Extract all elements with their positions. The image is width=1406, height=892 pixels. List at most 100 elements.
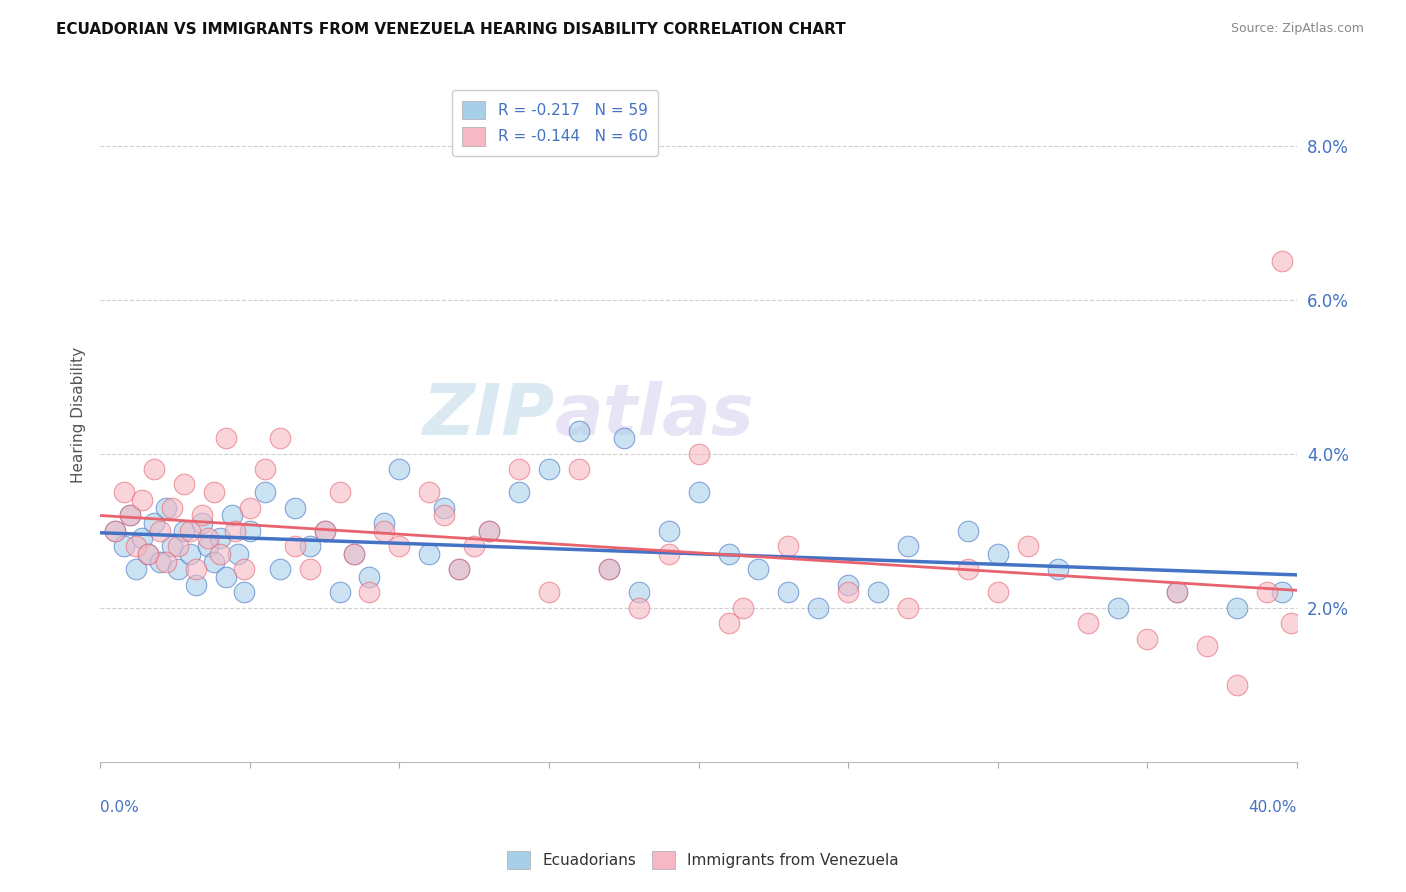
Point bbox=[149, 524, 172, 538]
Point bbox=[143, 462, 166, 476]
Point bbox=[284, 500, 307, 515]
Point bbox=[897, 600, 920, 615]
Point bbox=[433, 500, 456, 515]
Point bbox=[167, 539, 190, 553]
Point bbox=[131, 492, 153, 507]
Point bbox=[118, 508, 141, 523]
Point bbox=[627, 600, 650, 615]
Point bbox=[433, 508, 456, 523]
Point bbox=[388, 539, 411, 553]
Point bbox=[537, 585, 560, 599]
Point bbox=[232, 585, 254, 599]
Point bbox=[131, 532, 153, 546]
Point bbox=[173, 477, 195, 491]
Point bbox=[208, 532, 231, 546]
Point bbox=[239, 500, 262, 515]
Point bbox=[778, 539, 800, 553]
Point bbox=[173, 524, 195, 538]
Point bbox=[598, 562, 620, 576]
Y-axis label: Hearing Disability: Hearing Disability bbox=[72, 347, 86, 483]
Point bbox=[418, 485, 440, 500]
Point bbox=[1166, 585, 1188, 599]
Text: ECUADORIAN VS IMMIGRANTS FROM VENEZUELA HEARING DISABILITY CORRELATION CHART: ECUADORIAN VS IMMIGRANTS FROM VENEZUELA … bbox=[56, 22, 846, 37]
Point bbox=[1136, 632, 1159, 646]
Point bbox=[215, 431, 238, 445]
Point bbox=[478, 524, 501, 538]
Point bbox=[598, 562, 620, 576]
Point bbox=[1046, 562, 1069, 576]
Point bbox=[343, 547, 366, 561]
Point bbox=[202, 485, 225, 500]
Point bbox=[155, 500, 177, 515]
Point bbox=[733, 600, 755, 615]
Point bbox=[1107, 600, 1129, 615]
Point bbox=[717, 616, 740, 631]
Text: Source: ZipAtlas.com: Source: ZipAtlas.com bbox=[1230, 22, 1364, 36]
Point bbox=[184, 577, 207, 591]
Point bbox=[463, 539, 485, 553]
Point bbox=[343, 547, 366, 561]
Point bbox=[184, 562, 207, 576]
Point bbox=[373, 524, 395, 538]
Point bbox=[1271, 585, 1294, 599]
Point bbox=[118, 508, 141, 523]
Point bbox=[167, 562, 190, 576]
Text: 0.0%: 0.0% bbox=[100, 800, 139, 815]
Point bbox=[1279, 616, 1302, 631]
Point bbox=[1166, 585, 1188, 599]
Point bbox=[215, 570, 238, 584]
Point bbox=[269, 562, 291, 576]
Point bbox=[179, 547, 201, 561]
Point bbox=[747, 562, 769, 576]
Point bbox=[418, 547, 440, 561]
Point bbox=[136, 547, 159, 561]
Point bbox=[253, 485, 276, 500]
Point bbox=[658, 547, 681, 561]
Point bbox=[221, 508, 243, 523]
Point bbox=[627, 585, 650, 599]
Point bbox=[373, 516, 395, 530]
Point bbox=[269, 431, 291, 445]
Text: atlas: atlas bbox=[555, 381, 755, 450]
Point bbox=[449, 562, 471, 576]
Point bbox=[328, 485, 350, 500]
Point bbox=[508, 485, 530, 500]
Point bbox=[298, 539, 321, 553]
Point bbox=[191, 516, 214, 530]
Point bbox=[179, 524, 201, 538]
Legend: R = -0.217   N = 59, R = -0.144   N = 60: R = -0.217 N = 59, R = -0.144 N = 60 bbox=[451, 90, 658, 156]
Point bbox=[688, 485, 710, 500]
Point bbox=[155, 554, 177, 568]
Point bbox=[956, 562, 979, 576]
Point bbox=[1017, 539, 1039, 553]
Point bbox=[160, 500, 183, 515]
Point bbox=[197, 539, 219, 553]
Point bbox=[717, 547, 740, 561]
Point bbox=[987, 585, 1010, 599]
Point bbox=[239, 524, 262, 538]
Point bbox=[314, 524, 336, 538]
Point bbox=[568, 424, 591, 438]
Point bbox=[160, 539, 183, 553]
Point bbox=[298, 562, 321, 576]
Point bbox=[104, 524, 127, 538]
Point bbox=[125, 539, 148, 553]
Point bbox=[112, 539, 135, 553]
Point bbox=[508, 462, 530, 476]
Point bbox=[1226, 600, 1249, 615]
Point bbox=[613, 431, 636, 445]
Point bbox=[837, 585, 859, 599]
Point bbox=[197, 532, 219, 546]
Point bbox=[1197, 639, 1219, 653]
Point bbox=[1226, 678, 1249, 692]
Point bbox=[104, 524, 127, 538]
Point bbox=[868, 585, 890, 599]
Point bbox=[314, 524, 336, 538]
Point bbox=[253, 462, 276, 476]
Point bbox=[658, 524, 681, 538]
Point bbox=[537, 462, 560, 476]
Point bbox=[1271, 254, 1294, 268]
Point bbox=[987, 547, 1010, 561]
Point bbox=[359, 585, 381, 599]
Text: ZIP: ZIP bbox=[423, 381, 555, 450]
